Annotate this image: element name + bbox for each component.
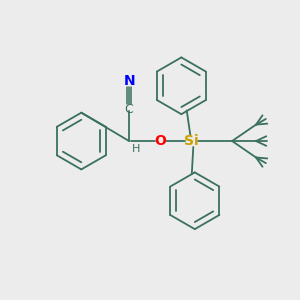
Text: H: H: [131, 143, 140, 154]
Text: N: N: [123, 74, 135, 88]
Text: C: C: [125, 103, 134, 116]
Text: O: O: [154, 134, 166, 148]
Text: Si: Si: [184, 134, 199, 148]
